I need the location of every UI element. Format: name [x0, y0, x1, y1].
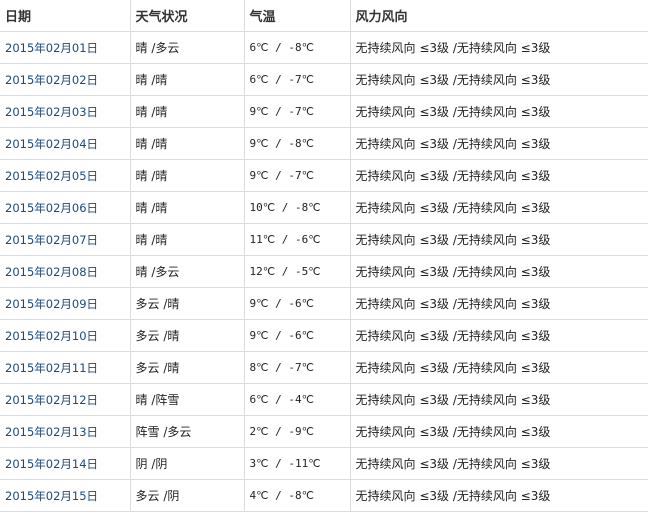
table-row: 2015年02月07日 晴 /晴 11℃ / -6℃ 无持续风向 ≤3级 /无持续风向…	[0, 223, 648, 256]
wind-cell: 无持续风向 ≤3级 /无持续风向 ≤3级	[349, 479, 648, 512]
wind-cell: 无持续风向 ≤3级 /无持续风向 ≤3级	[349, 255, 648, 288]
date-cell: 2015年02月02日	[0, 63, 131, 96]
header-weather: 天气状况	[129, 0, 245, 32]
temperature-cell: 9℃ / -8℃	[243, 127, 351, 160]
date-link[interactable]: 2015年02月11日	[5, 360, 99, 375]
weather-cell: 晴 /晴	[129, 223, 245, 256]
date-cell: 2015年02月15日	[0, 479, 131, 512]
table-row: 2015年02月13日 阵雪 /多云 2℃ / -9℃ 无持续风向 ≤3级 /无持续风…	[0, 415, 648, 448]
table-row: 2015年02月08日 晴 /多云 12℃ / -5℃ 无持续风向 ≤3级 /无持续风…	[0, 255, 648, 288]
weather-cell: 晴 /晴	[129, 191, 245, 224]
wind-cell: 无持续风向 ≤3级 /无持续风向 ≤3级	[349, 447, 648, 480]
temperature-cell: 3℃ / -11℃	[243, 447, 351, 480]
date-cell: 2015年02月13日	[0, 415, 131, 448]
wind-cell: 无持续风向 ≤3级 /无持续风向 ≤3级	[349, 351, 648, 384]
weather-cell: 晴 /晴	[129, 63, 245, 96]
date-link[interactable]: 2015年02月01日	[5, 40, 99, 55]
table-body: 2015年02月01日晴 /多云 6℃ / -8℃ 无持续风向 ≤3级 /无持续风向…	[0, 31, 648, 512]
temperature-cell: 4℃ / -8℃	[243, 479, 351, 512]
date-cell: 2015年02月07日	[0, 223, 131, 256]
table-row: 2015年02月05日 晴 /晴 9℃ / -7℃ 无持续风向 ≤3级 /无持续风向 …	[0, 159, 648, 192]
temperature-cell: 6℃ / -8℃	[243, 31, 351, 64]
date-cell: 2015年02月04日	[0, 127, 131, 160]
date-cell: 2015年02月08日	[0, 255, 131, 288]
date-link[interactable]: 2015年02月05日	[5, 168, 99, 183]
date-cell: 2015年02月10日	[0, 319, 131, 352]
temperature-cell: 11℃ / -6℃	[243, 223, 351, 256]
weather-cell: 多云 /晴	[129, 287, 245, 320]
date-link[interactable]: 2015年02月07日	[5, 232, 99, 247]
wind-cell: 无持续风向 ≤3级 /无持续风向 ≤3级	[349, 95, 648, 128]
weather-cell: 晴 /多云	[129, 255, 245, 288]
wind-cell: 无持续风向 ≤3级 /无持续风向 ≤3级	[349, 415, 648, 448]
table-row: 2015年02月06日 晴 /晴 10℃ / -8℃ 无持续风向 ≤3级 /无持续风向…	[0, 191, 648, 224]
wind-cell: 无持续风向 ≤3级 /无持续风向 ≤3级	[349, 191, 648, 224]
date-cell: 2015年02月01日	[0, 31, 131, 64]
temperature-cell: 9℃ / -6℃	[243, 287, 351, 320]
date-link[interactable]: 2015年02月09日	[5, 296, 99, 311]
date-link[interactable]: 2015年02月14日	[5, 456, 99, 471]
weather-cell: 晴 /阵雪	[129, 383, 245, 416]
header-row: 日期 天气状况 气温 风力风向	[0, 0, 648, 32]
date-cell: 2015年02月09日	[0, 287, 131, 320]
temperature-cell: 9℃ / -6℃	[243, 319, 351, 352]
table-row: 2015年02月01日 晴 /多云 6℃ / -8℃ 无持续风向 ≤3级 /无持续风向…	[0, 31, 648, 64]
date-cell: 2015年02月11日	[0, 351, 131, 384]
wind-cell: 无持续风向 ≤3级 /无持续风向 ≤3级	[349, 63, 648, 96]
weather-cell: 多云 /晴	[129, 319, 245, 352]
table-row: 2015年02月09日 多云 /晴 9℃ / -6℃ 无持续风向 ≤3级 /无持续风向…	[0, 287, 648, 320]
date-cell: 2015年02月06日	[0, 191, 131, 224]
date-link[interactable]: 2015年02月10日	[5, 328, 99, 343]
header-wind: 风力风向	[349, 0, 648, 32]
weather-cell: 晴 /晴	[129, 127, 245, 160]
table-row: 2015年02月14日 阴 /阴 3℃ / -11℃ 无持续风向 ≤3级 /无持续风向…	[0, 447, 648, 480]
table-row: 2015年02月03日 晴 /晴 9℃ / -7℃ 无持续风向 ≤3级 /无持续风向 …	[0, 95, 648, 128]
date-link[interactable]: 2015年02月03日	[5, 104, 99, 119]
weather-cell: 晴 /多云	[129, 31, 245, 64]
date-link[interactable]: 2015年02月06日	[5, 200, 99, 215]
wind-cell: 无持续风向 ≤3级 /无持续风向 ≤3级	[349, 223, 648, 256]
weather-cell: 阴 /阴	[129, 447, 245, 480]
date-link[interactable]: 2015年02月15日	[5, 488, 99, 503]
table-row: 2015年02月12日 晴 /阵雪 6℃ / -4℃ 无持续风向 ≤3级 /无持续风向…	[0, 383, 648, 416]
temperature-cell: 12℃ / -5℃	[243, 255, 351, 288]
header-temperature: 气温	[243, 0, 351, 32]
weather-cell: 多云 /晴	[129, 351, 245, 384]
wind-cell: 无持续风向 ≤3级 /无持续风向 ≤3级	[349, 159, 648, 192]
weather-cell: 阵雪 /多云	[129, 415, 245, 448]
date-link[interactable]: 2015年02月04日	[5, 136, 99, 151]
wind-cell: 无持续风向 ≤3级 /无持续风向 ≤3级	[349, 319, 648, 352]
temperature-cell: 9℃ / -7℃	[243, 95, 351, 128]
date-link[interactable]: 2015年02月13日	[5, 424, 99, 439]
wind-cell: 无持续风向 ≤3级 /无持续风向 ≤3级	[349, 31, 648, 64]
temperature-cell: 6℃ / -4℃	[243, 383, 351, 416]
temperature-cell: 8℃ / -7℃	[243, 351, 351, 384]
date-link[interactable]: 2015年02月12日	[5, 392, 99, 407]
wind-cell: 无持续风向 ≤3级 /无持续风向 ≤3级	[349, 383, 648, 416]
date-cell: 2015年02月03日	[0, 95, 131, 128]
date-link[interactable]: 2015年02月02日	[5, 72, 99, 87]
table-row: 2015年02月10日 多云 /晴 9℃ / -6℃ 无持续风向 ≤3级 /无持续风向…	[0, 319, 648, 352]
wind-cell: 无持续风向 ≤3级 /无持续风向 ≤3级	[349, 287, 648, 320]
table-row: 2015年02月11日 多云 /晴 8℃ / -7℃ 无持续风向 ≤3级 /无持续风向…	[0, 351, 648, 384]
date-cell: 2015年02月12日	[0, 383, 131, 416]
temperature-cell: 2℃ / -9℃	[243, 415, 351, 448]
table-row: 2015年02月04日 晴 /晴 9℃ / -8℃ 无持续风向 ≤3级 /无持续风向 …	[0, 127, 648, 160]
table-row: 2015年02月02日 晴 /晴 6℃ / -7℃ 无持续风向 ≤3级 /无持续风向 …	[0, 63, 648, 96]
weather-cell: 晴 /晴	[129, 95, 245, 128]
wind-cell: 无持续风向 ≤3级 /无持续风向 ≤3级	[349, 127, 648, 160]
temperature-cell: 9℃ / -7℃	[243, 159, 351, 192]
weather-cell: 晴 /晴	[129, 159, 245, 192]
date-link[interactable]: 2015年02月08日	[5, 264, 99, 279]
temperature-cell: 6℃ / -7℃	[243, 63, 351, 96]
date-cell: 2015年02月05日	[0, 159, 131, 192]
header-date: 日期	[0, 0, 131, 32]
weather-cell: 多云 /阴	[129, 479, 245, 512]
temperature-cell: 10℃ / -8℃	[243, 191, 351, 224]
date-cell: 2015年02月14日	[0, 447, 131, 480]
table-row: 2015年02月15日 多云 /阴 4℃ / -8℃ 无持续风向 ≤3级 /无持续风向…	[0, 479, 648, 512]
